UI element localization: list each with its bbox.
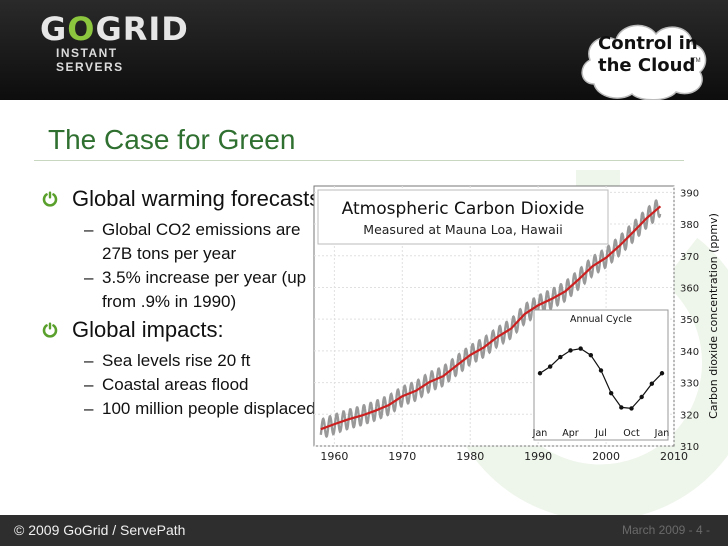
inset-data-point bbox=[639, 394, 644, 400]
sub-bullet-item: –3.5% increase per year (up from .9% in … bbox=[40, 266, 330, 314]
dash-marker: – bbox=[84, 220, 94, 239]
inset-x-tick-label: Jan bbox=[654, 428, 670, 439]
sub-bullet-list: – Global CO2 emissions are 27B tons per y… bbox=[40, 218, 330, 314]
y-tick-label: 380 bbox=[680, 220, 699, 231]
gogrid-logo: GOGRID INSTANT SERVERS bbox=[40, 10, 190, 74]
inset-data-point bbox=[649, 381, 655, 386]
bullet-text: Global warming forecasts bbox=[72, 186, 321, 211]
inset-x-tick-label: Jan bbox=[532, 428, 548, 439]
sub-bullet-text: Coastal areas flood bbox=[102, 375, 249, 394]
y-tick-label: 320 bbox=[680, 410, 699, 421]
y-tick-label: 360 bbox=[680, 283, 699, 294]
inset-x-tick-label: Oct bbox=[623, 428, 640, 439]
y-tick-label: 310 bbox=[680, 442, 699, 453]
dash-marker: – bbox=[84, 375, 94, 394]
sub-bullet-list: – Sea levels rise 20 ft – Coastal areas fl… bbox=[40, 349, 330, 421]
x-tick-label: 1960 bbox=[320, 450, 348, 463]
chart-title: Atmospheric Carbon Dioxide bbox=[342, 199, 585, 219]
inset-title: Annual Cycle bbox=[570, 314, 632, 325]
inset-data-point bbox=[558, 354, 563, 360]
y-tick-label: 340 bbox=[680, 347, 699, 358]
x-tick-label: 1980 bbox=[456, 450, 484, 463]
trademark-mark: TM bbox=[692, 58, 701, 64]
sub-bullet-item: – Sea levels rise 20 ft bbox=[40, 349, 330, 373]
power-bullet-icon bbox=[42, 191, 58, 207]
x-tick-label: 1970 bbox=[388, 450, 416, 463]
sub-bullet-text: 100 million people displaced bbox=[102, 399, 316, 418]
inset-data-point bbox=[568, 348, 573, 353]
x-tick-label: 1990 bbox=[524, 450, 552, 463]
chart-title-box bbox=[317, 189, 609, 245]
logo-subtitle: INSTANT SERVERS bbox=[56, 46, 124, 74]
bullet-item: Global warming forecasts bbox=[40, 185, 330, 212]
cloud-badge-icon bbox=[581, 24, 707, 100]
chart-subtitle: Measured at Mauna Loa, Hawaii bbox=[363, 222, 562, 237]
y-tick-label: 350 bbox=[680, 315, 699, 326]
cloud-slogan-line1: Control in bbox=[598, 33, 698, 54]
sub-bullet-item: – Global CO2 emissions are 27B tons per y… bbox=[40, 218, 330, 266]
sub-bullet-text: 3.5% increase per year (up from .9% in 1… bbox=[102, 268, 307, 311]
x-tick-label: 2010 bbox=[660, 450, 688, 463]
bullet-text: Global impacts: bbox=[72, 317, 224, 342]
inset-x-tick-label: Apr bbox=[562, 428, 579, 439]
dash-marker: – bbox=[84, 351, 94, 370]
sub-bullet-item: – Coastal areas flood bbox=[40, 373, 330, 397]
inset-data-point bbox=[608, 391, 614, 396]
y-tick-label: 330 bbox=[680, 379, 699, 390]
footer-bar: © 2009 GoGrid / ServePath March 2009 - 4… bbox=[0, 515, 728, 546]
y-axis-label: Carbon dioxide concentration (ppmv) bbox=[707, 213, 720, 419]
y-tick-label: 390 bbox=[680, 188, 699, 199]
cloud-slogan: Control in the Cloud bbox=[598, 33, 708, 77]
inset-data-point bbox=[629, 406, 634, 411]
inset-data-point bbox=[659, 371, 665, 376]
inset-data-point bbox=[578, 346, 583, 351]
inset-data-point bbox=[547, 364, 553, 369]
sub-bullet-text: Sea levels rise 20 ft bbox=[102, 351, 251, 370]
header-bar: GOGRID INSTANT SERVERS Control in the Cl… bbox=[0, 0, 728, 100]
inset-data-point bbox=[598, 368, 604, 373]
inset-data-point bbox=[588, 353, 594, 358]
title-divider bbox=[34, 160, 684, 161]
bullet-item: Global impacts: bbox=[40, 316, 330, 343]
dash-marker: – bbox=[84, 268, 94, 287]
inset-x-tick-label: Jul bbox=[594, 428, 606, 439]
cloud-slogan-line2: the Cloud bbox=[598, 55, 696, 76]
power-bullet-icon bbox=[42, 322, 58, 338]
sub-bullet-text: Global CO2 emissions are 27B tons per ye… bbox=[102, 220, 301, 263]
x-tick-label: 2000 bbox=[592, 450, 620, 463]
sub-bullet-item: –100 million people displaced bbox=[40, 397, 330, 421]
inset-data-point bbox=[537, 371, 543, 376]
trend-series-line bbox=[320, 205, 662, 431]
slide-number: March 2009 - 4 - bbox=[621, 523, 710, 537]
copyright-text: © 2009 GoGrid / ServePath bbox=[14, 522, 186, 538]
y-tick-label: 370 bbox=[680, 252, 699, 263]
logo-wordmark: GOGRID bbox=[40, 10, 189, 48]
inset-data-point bbox=[619, 405, 624, 410]
seasonal-series-line bbox=[319, 199, 662, 439]
dash-marker: – bbox=[84, 399, 94, 418]
slide-title: The Case for Green bbox=[48, 124, 296, 155]
inset-panel bbox=[533, 309, 669, 441]
bullet-list: Global warming forecasts – Global CO2 emi… bbox=[40, 185, 330, 423]
